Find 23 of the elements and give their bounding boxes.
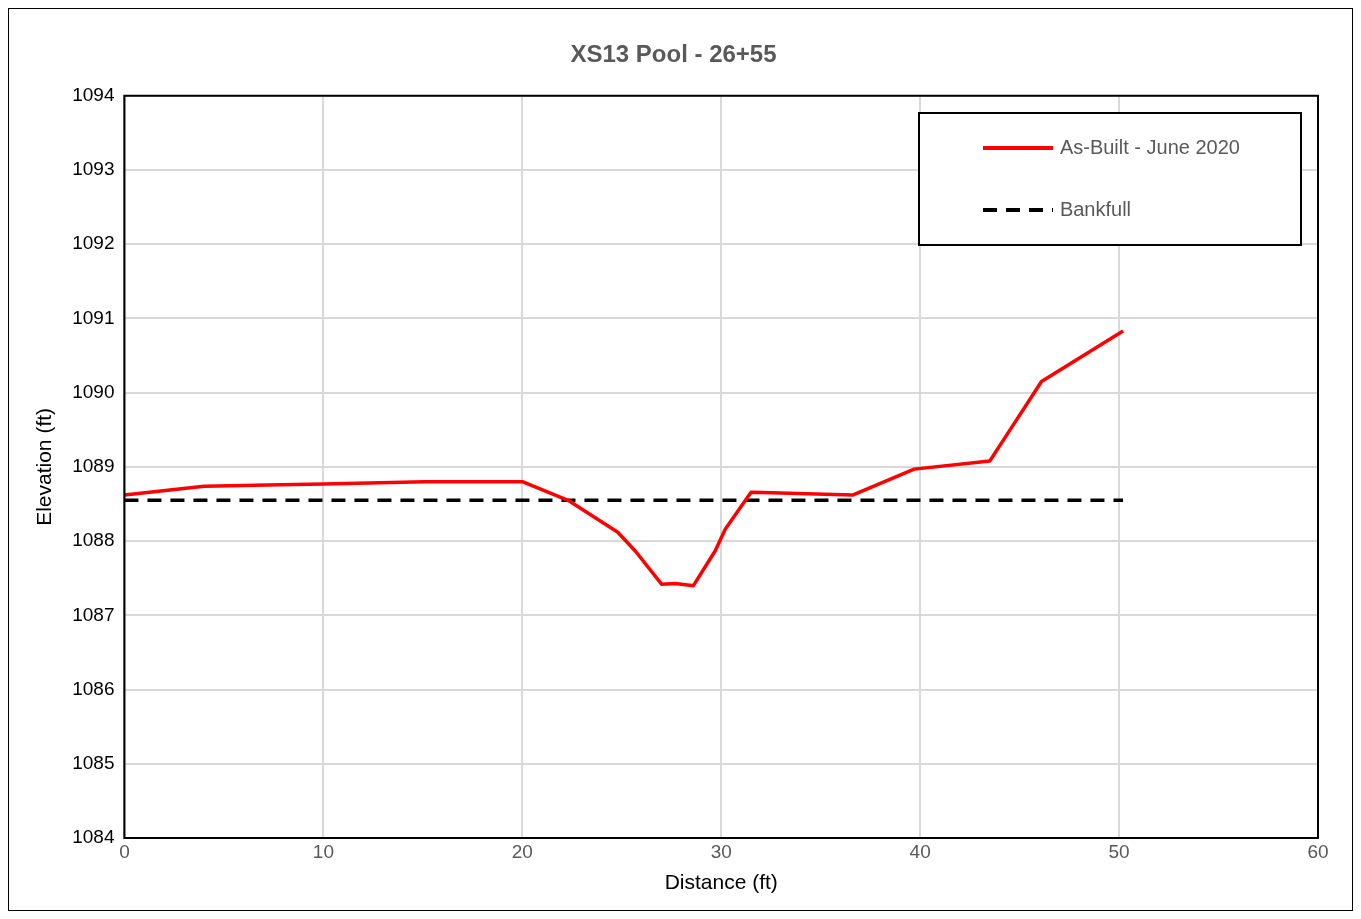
legend-label: As-Built - June 2020 [1059,136,1240,160]
y-tick-label: 1086 [72,677,115,699]
y-tick-label: 1091 [72,306,115,328]
y-tick-label: 1088 [72,529,115,551]
y-axis-title: Elevation (ft) [32,407,56,526]
x-tick-label: 30 [710,840,732,862]
legend-label: Bankfull [1059,198,1132,222]
x-tick-label: 10 [312,840,334,862]
y-tick-label: 1093 [72,158,115,180]
y-tick-label: 1084 [72,826,115,848]
chart-title: XS13 Pool - 26+55 [570,40,777,68]
x-tick-label: 60 [1307,840,1329,862]
y-tick-label: 1092 [72,232,115,254]
x-tick-label: 0 [119,840,130,862]
x-tick-label: 40 [909,840,931,862]
x-axis-title: Distance (ft) [664,870,778,894]
y-tick-label: 1090 [72,380,115,402]
y-tick-label: 1085 [72,752,115,774]
x-tick-label: 50 [1108,840,1130,862]
y-tick-label: 1094 [72,84,115,106]
y-tick-label: 1087 [72,603,115,625]
y-tick-label: 1089 [72,455,115,477]
x-tick-label: 20 [511,840,533,862]
